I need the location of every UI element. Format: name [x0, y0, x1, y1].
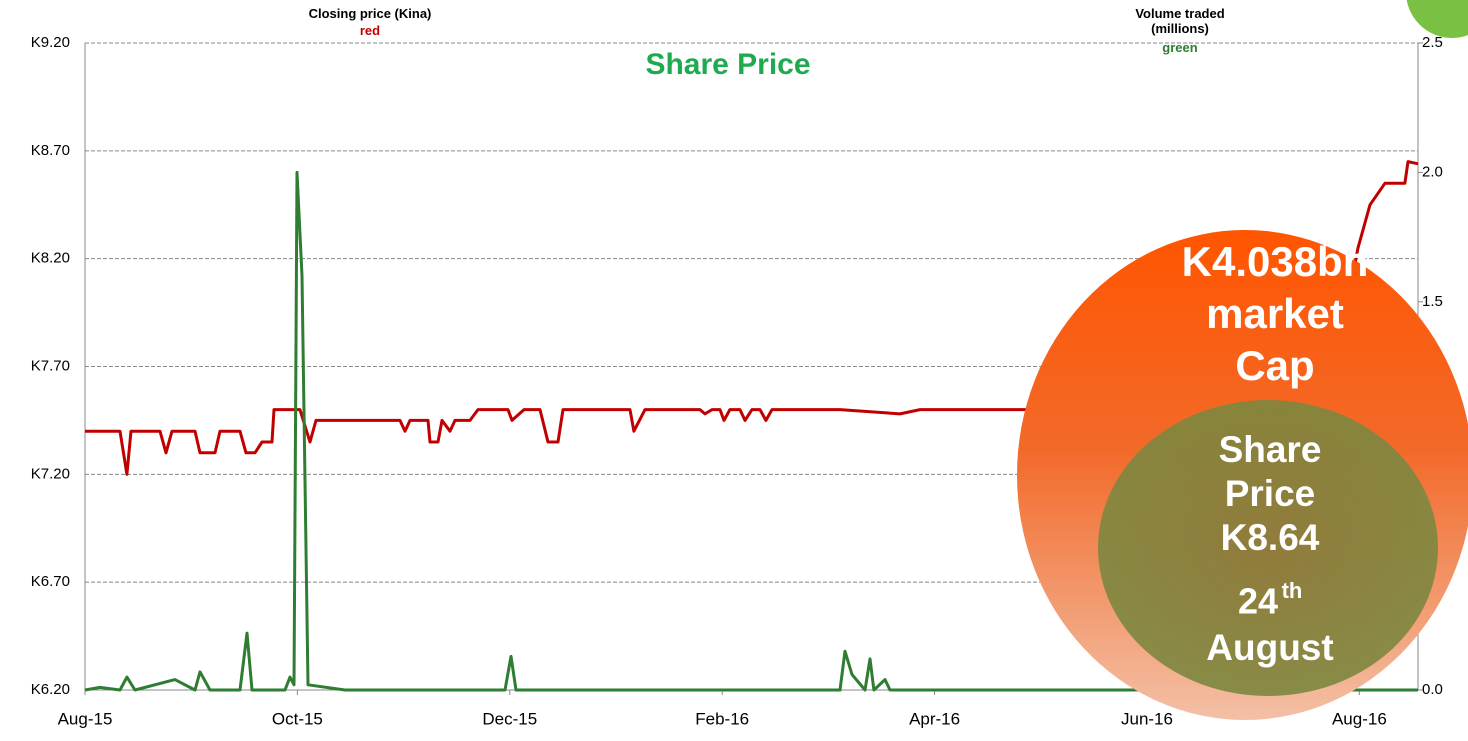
- market-cap-text: market: [1206, 290, 1344, 337]
- y2-tick-label: 1.5: [1422, 293, 1443, 310]
- y-tick-label: K9.20: [31, 34, 70, 51]
- market-cap-text: K4.038bn: [1182, 238, 1369, 285]
- legend-entry: green: [1120, 40, 1240, 55]
- y-axis-label: Closing price (Kina): [270, 6, 470, 21]
- legend-entry: red: [270, 23, 470, 38]
- x-tick-label: Aug-16: [1332, 709, 1387, 728]
- x-tick-label: Oct-15: [272, 709, 323, 728]
- y-tick-label: K6.20: [31, 681, 70, 698]
- price-text: Price: [1225, 473, 1316, 514]
- y2-tick-label: 2.0: [1422, 163, 1443, 180]
- price-text: Share: [1219, 429, 1322, 470]
- y2-axis-label: Volume traded (millions): [1120, 6, 1240, 36]
- page: Share Price K6.20 K6.70 K7.20 K7.70 K8.20 K8.…: [0, 0, 1468, 741]
- x-tick-label: Apr-16: [909, 709, 960, 728]
- y2-tick-label: 2.5: [1422, 34, 1443, 51]
- market-cap-text: Cap: [1235, 342, 1314, 389]
- price-text: K8.64: [1221, 517, 1320, 558]
- date-month: August: [1206, 627, 1333, 668]
- x-tick-label: Jun-16: [1121, 709, 1173, 728]
- chart-title: Share Price: [645, 48, 810, 81]
- date-day: 24: [1238, 581, 1278, 622]
- y-tick-label: K6.70: [31, 573, 70, 590]
- y-tick-label: K8.70: [31, 142, 70, 159]
- corner-shape: [1406, 0, 1468, 38]
- x-tick-label: Feb-16: [695, 709, 749, 728]
- date-suffix: th: [1282, 578, 1303, 603]
- x-tick-label: Aug-15: [58, 709, 113, 728]
- y-tick-label: K7.20: [31, 465, 70, 482]
- chart: Share Price K6.20 K6.70 K7.20 K7.70 K8.20 K8.…: [0, 0, 1468, 741]
- y-tick-label: K7.70: [31, 357, 70, 374]
- x-tick-label: Dec-15: [482, 709, 537, 728]
- y-tick-label: K8.20: [31, 250, 70, 267]
- y2-tick-label: 0.0: [1422, 681, 1443, 698]
